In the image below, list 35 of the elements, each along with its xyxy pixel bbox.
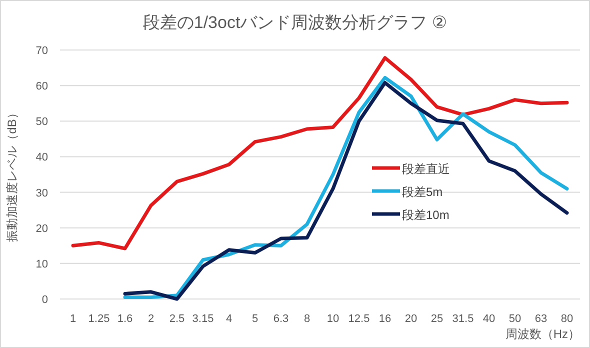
chart-title: 段差の1/3octバンド周波数分析グラフ ② bbox=[142, 13, 448, 32]
x-tick-label: 2.5 bbox=[169, 313, 185, 325]
y-tick-label: 40 bbox=[36, 152, 48, 164]
x-tick-label: 50 bbox=[508, 313, 522, 325]
y-tick-label: 50 bbox=[36, 116, 48, 128]
x-tick-label: 6.3 bbox=[273, 313, 289, 325]
line-series bbox=[71, 56, 569, 250]
x-tick-label: 10 bbox=[326, 313, 340, 325]
legend-label: 段差5m bbox=[402, 185, 443, 199]
y-tick-label: 10 bbox=[36, 258, 48, 270]
y-tick-label: 20 bbox=[36, 222, 48, 235]
y-axis-title: 振動加速度レベル（dB） bbox=[5, 107, 19, 242]
x-tick-label: 20 bbox=[404, 313, 418, 325]
x-tick-label: 63 bbox=[534, 313, 548, 325]
y-tick-label: 0 bbox=[42, 294, 48, 306]
x-tick-label: 8 bbox=[304, 313, 310, 325]
x-tick-label: 40 bbox=[482, 313, 496, 325]
x-tick-label: 31.5 bbox=[452, 313, 474, 325]
x-tick-label: 1 bbox=[70, 313, 76, 325]
x-tick-label: 12.5 bbox=[348, 313, 370, 325]
x-axis-title: 周波数（Hz） bbox=[505, 327, 580, 341]
x-tick-label: 5 bbox=[252, 313, 258, 325]
x-tick-label: 3.15 bbox=[192, 313, 214, 325]
y-tick-label: 30 bbox=[36, 187, 48, 200]
x-tick-label: 25 bbox=[430, 313, 444, 325]
x-tick-label: 4 bbox=[226, 313, 232, 325]
legend-label: 段差10m bbox=[402, 208, 450, 222]
y-tick-label: 70 bbox=[36, 45, 48, 57]
x-tick-label: 2 bbox=[148, 313, 154, 325]
x-tick-label: 1.25 bbox=[88, 313, 110, 325]
legend-label: 段差直近 bbox=[402, 162, 450, 176]
x-tick-label: 80 bbox=[560, 313, 574, 325]
y-tick-label: 60 bbox=[36, 80, 48, 93]
x-tick-label: 16 bbox=[378, 313, 392, 325]
x-tick-label: 1.6 bbox=[117, 313, 133, 325]
